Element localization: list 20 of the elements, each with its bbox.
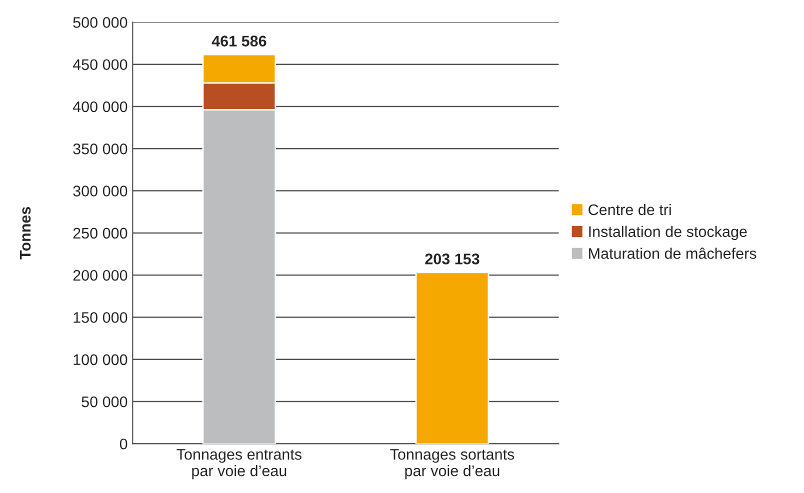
y-tick-label: 450 000 (72, 59, 128, 70)
y-tick-label: 150 000 (74, 312, 128, 323)
legend-label: Installation de stockage (589, 226, 747, 240)
y-tick-label: 200 000 (73, 270, 128, 281)
y-tick-label: 400 000 (72, 101, 128, 112)
total-label: 203 153 (425, 254, 480, 264)
y-tick-label: 0 (120, 438, 128, 450)
y-tick-label: 300 000 (73, 186, 128, 196)
y-tick-label: 250 000 (73, 228, 128, 239)
x-tick-label: Tonnages entrants par voie d’eau (176, 449, 302, 480)
y-tick-label: 500 000 (73, 17, 128, 28)
legend-label: Centre de tri (588, 204, 671, 216)
y-tick-label: 350 000 (73, 144, 128, 154)
bar (415, 272, 490, 444)
y-tick-label: 50 000 (82, 396, 128, 408)
total-label: 461 586 (212, 36, 266, 46)
legend-label: Maturation de mâchefers (589, 248, 756, 259)
y-axis-title: Tonnes (20, 206, 31, 260)
y-tick-label: 100 000 (74, 354, 128, 366)
x-tick-label: Tonnages sortants par voie d’eau (390, 449, 514, 480)
